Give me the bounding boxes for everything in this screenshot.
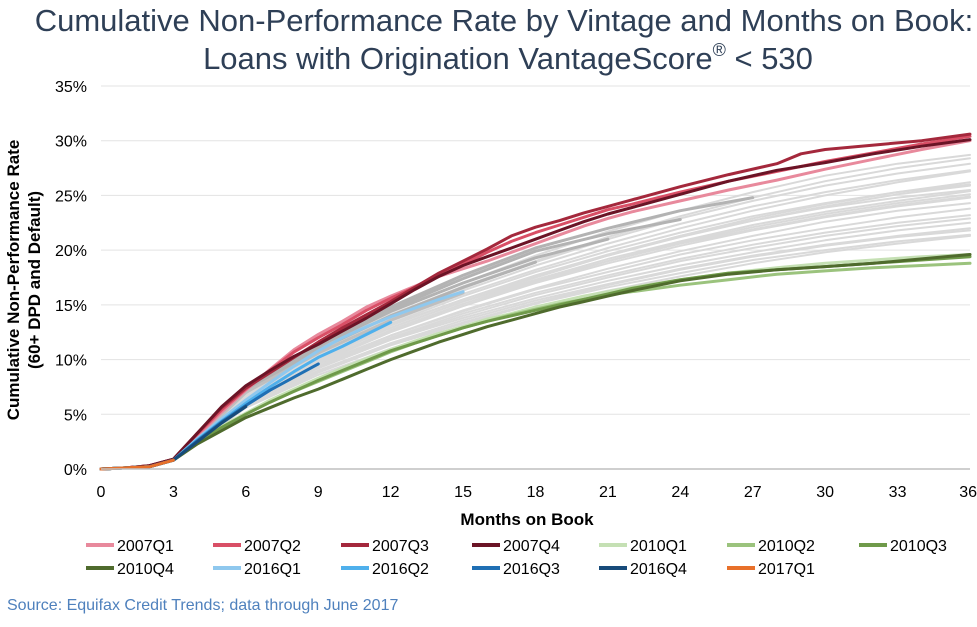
series-line-2007q4 bbox=[99, 138, 972, 471]
background-series-line bbox=[172, 227, 971, 462]
legend-item: 2010Q4 bbox=[86, 561, 174, 578]
legend-label: 2016Q4 bbox=[630, 561, 687, 578]
y-tick-label: 15% bbox=[55, 298, 87, 315]
legend-item: 2016Q4 bbox=[599, 561, 687, 578]
source-note: Source: Equifax Credit Trends; data thro… bbox=[7, 597, 398, 614]
x-tick-label: 9 bbox=[314, 484, 323, 501]
legend: 2007Q1 2007Q2 2007Q3 2007Q4 2010Q1 2010Q2 2010… bbox=[86, 538, 947, 578]
legend-label: 2010Q1 bbox=[630, 538, 687, 555]
legend-item: 2010Q3 bbox=[859, 538, 947, 555]
legend-item: 2016Q3 bbox=[472, 561, 560, 578]
x-tick-label: 6 bbox=[241, 484, 250, 501]
y-tick-label: 30% bbox=[55, 134, 87, 151]
y-tick-label: 20% bbox=[55, 243, 87, 260]
y-axis-ticks: 0% 5% 10% 15% 20% 25% 30% 35% bbox=[55, 79, 87, 479]
legend-label: 2016Q1 bbox=[244, 561, 301, 578]
x-tick-label: 15 bbox=[454, 484, 472, 501]
legend-label: 2017Q1 bbox=[758, 561, 815, 578]
x-tick-label: 24 bbox=[671, 484, 689, 501]
legend-label: 2016Q2 bbox=[372, 561, 429, 578]
legend-item: 2007Q3 bbox=[341, 538, 429, 555]
series-line-2010q4 bbox=[99, 253, 972, 471]
legend-item: 2010Q2 bbox=[727, 538, 815, 555]
background-series-line bbox=[172, 233, 971, 462]
legend-item: 2016Q1 bbox=[213, 561, 301, 578]
legend-label: 2007Q1 bbox=[117, 538, 174, 555]
highlighted-vintage-lines bbox=[99, 132, 972, 471]
legend-item: 2016Q2 bbox=[341, 561, 429, 578]
chart-subtitle-suffix: < 530 bbox=[726, 41, 813, 76]
y-axis-subtitle: (60+ DPD and Default) bbox=[25, 191, 44, 369]
y-tick-label: 25% bbox=[55, 188, 87, 205]
chart-title: Cumulative Non-Performance Rate by Vinta… bbox=[35, 3, 974, 38]
legend-item: 2007Q1 bbox=[86, 538, 174, 555]
y-tick-label: 5% bbox=[64, 407, 87, 424]
x-tick-label: 30 bbox=[816, 484, 834, 501]
legend-label: 2010Q2 bbox=[758, 538, 815, 555]
series-line-2010q1 bbox=[99, 253, 972, 471]
background-series-line bbox=[172, 193, 971, 462]
background-series-line bbox=[172, 221, 971, 462]
x-tick-label: 33 bbox=[889, 484, 907, 501]
background-series-line bbox=[172, 195, 971, 462]
legend-item: 2017Q1 bbox=[727, 561, 815, 578]
legend-item: 2010Q1 bbox=[599, 538, 687, 555]
legend-item: 2007Q2 bbox=[213, 538, 301, 555]
x-tick-label: 3 bbox=[169, 484, 178, 501]
legend-label: 2007Q2 bbox=[244, 538, 301, 555]
legend-label: 2007Q4 bbox=[503, 538, 560, 555]
grid-lines bbox=[101, 85, 970, 415]
y-tick-label: 35% bbox=[55, 79, 87, 96]
legend-label: 2010Q3 bbox=[890, 538, 947, 555]
legend-label: 2007Q3 bbox=[372, 538, 429, 555]
x-tick-label: 0 bbox=[97, 484, 106, 501]
y-tick-label: 10% bbox=[55, 353, 87, 370]
background-series-line bbox=[172, 214, 971, 462]
y-tick-label: 0% bbox=[64, 462, 87, 479]
x-axis-title: Months on Book bbox=[460, 510, 594, 529]
x-tick-label: 36 bbox=[959, 484, 977, 501]
chart-subtitle: Loans with Origination VantageScore® < 5… bbox=[203, 40, 813, 76]
chart-subtitle-text: Loans with Origination VantageScore bbox=[203, 41, 713, 76]
y-axis-title: Cumulative Non-Performance Rate bbox=[4, 140, 23, 421]
x-tick-label: 21 bbox=[599, 484, 617, 501]
x-tick-label: 12 bbox=[382, 484, 400, 501]
x-axis-ticks: 0 3 6 9 12 15 18 21 24 27 30 33 36 bbox=[97, 484, 977, 501]
background-series-line bbox=[171, 291, 465, 462]
legend-label: 2010Q4 bbox=[117, 561, 174, 578]
x-tick-label: 18 bbox=[527, 484, 545, 501]
registered-mark: ® bbox=[713, 40, 726, 60]
background-series-line bbox=[172, 170, 971, 462]
x-tick-label: 27 bbox=[744, 484, 762, 501]
legend-label: 2016Q3 bbox=[503, 561, 560, 578]
legend-item: 2007Q4 bbox=[472, 538, 560, 555]
